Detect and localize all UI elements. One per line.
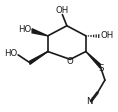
Text: OH: OH	[56, 6, 69, 15]
Text: HO: HO	[4, 50, 17, 58]
Text: O: O	[67, 57, 74, 66]
Polygon shape	[86, 52, 100, 68]
Text: HO: HO	[18, 25, 32, 34]
Polygon shape	[32, 29, 48, 36]
Text: N: N	[86, 97, 93, 106]
Text: OH: OH	[100, 31, 114, 40]
Text: S: S	[99, 64, 104, 73]
Polygon shape	[30, 52, 48, 64]
